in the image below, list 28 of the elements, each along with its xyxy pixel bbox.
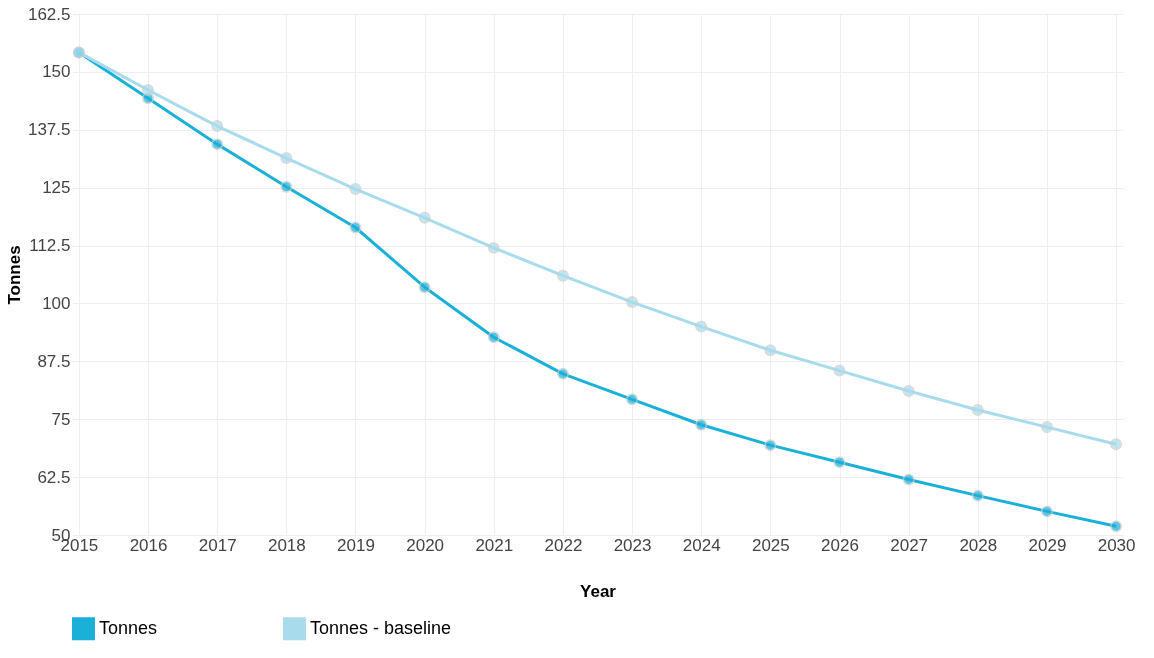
x-axis-title: Year [580, 581, 617, 601]
x-tick-label: 2021 [475, 535, 514, 555]
y-tick-label: 162.5 [27, 4, 71, 24]
x-tick-label: 2020 [406, 535, 445, 555]
y-tick-label: 137.5 [27, 120, 71, 140]
y-tick-label: 150 [42, 62, 71, 82]
x-tick-label: 2016 [129, 535, 168, 555]
x-tick-label: 2025 [751, 535, 790, 555]
x-tick-label: 2018 [267, 535, 306, 555]
x-tick-label: 2022 [544, 535, 583, 555]
legend-label: Tonnes [99, 617, 158, 638]
x-tick-label: 2027 [890, 535, 929, 555]
x-tick-label: 2030 [1097, 535, 1136, 555]
y-axis-title: Tonnes [4, 245, 24, 305]
x-tick-label: 2019 [337, 535, 375, 555]
legend-label: Tonnes - baseline [310, 617, 452, 638]
y-tick-label: 75 [51, 409, 71, 429]
x-tick-label: 2026 [821, 535, 859, 555]
x-tick-label: 2017 [198, 535, 237, 555]
x-tick-label: 2029 [1028, 535, 1067, 555]
x-tick-label: 2023 [613, 535, 652, 555]
x-tick-label: 2028 [959, 535, 998, 555]
x-tick-label: 2024 [682, 535, 721, 555]
y-tick-label: 112.5 [29, 236, 71, 256]
y-tick-label: 62.5 [37, 467, 71, 487]
y-tick-label: 100 [42, 293, 71, 313]
y-tick-label: 87.5 [37, 351, 71, 371]
y-tick-label: 125 [42, 178, 71, 198]
